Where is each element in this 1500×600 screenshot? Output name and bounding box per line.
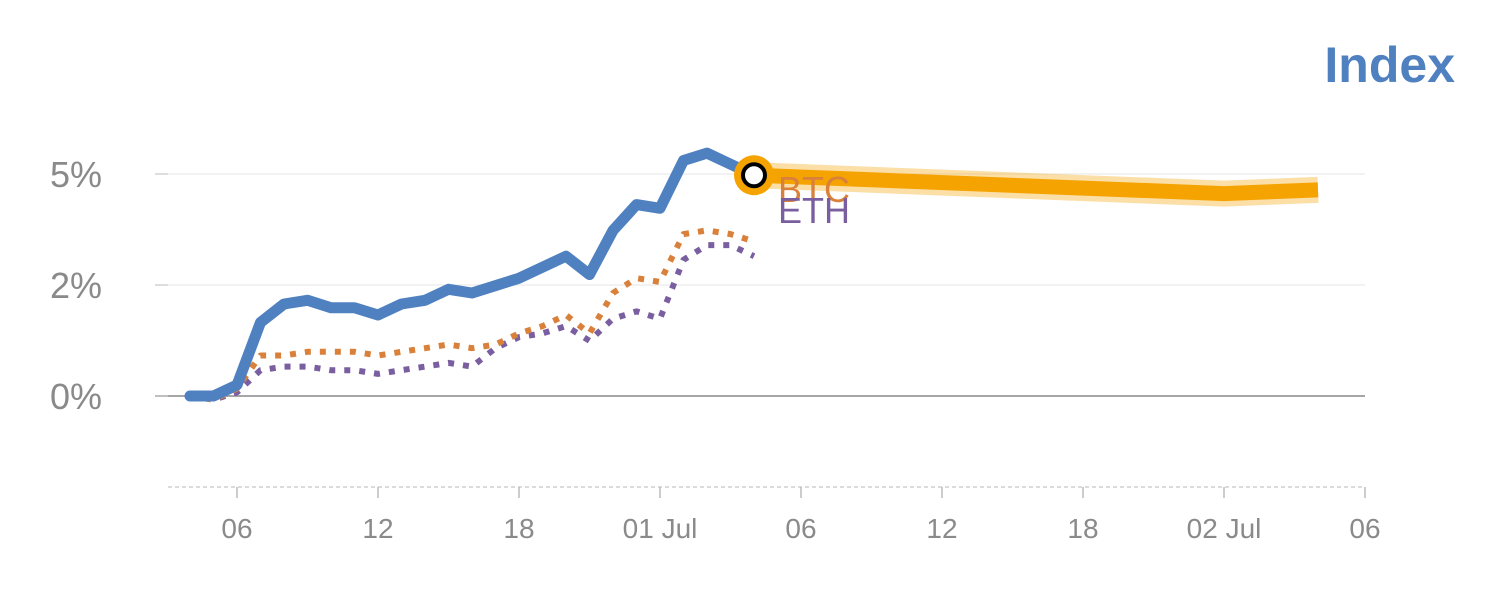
series-lines	[184, 147, 1319, 403]
endpoint-marker	[741, 162, 767, 189]
series-line-index	[184, 147, 760, 402]
chart-title: Index	[1324, 37, 1455, 93]
forecast-line	[753, 167, 1319, 202]
x-tick-label: 18	[503, 513, 534, 544]
x-tick-label: 12	[362, 513, 393, 544]
x-tick-label: 02 Jul	[1187, 513, 1262, 544]
series-label-eth: ETH	[778, 190, 850, 231]
x-tick-label: 06	[785, 513, 816, 544]
series-line-btc	[189, 227, 755, 403]
x-tick-label: 18	[1067, 513, 1098, 544]
series-line-eth	[189, 242, 756, 403]
x-tick-label: 06	[221, 513, 252, 544]
x-tick-label: 01 Jul	[623, 513, 698, 544]
x-tick-label: 06	[1349, 513, 1380, 544]
series-label-btc: BTC	[778, 169, 850, 210]
y-tick-label: 0%	[50, 376, 102, 417]
y-tick-label: 2%	[50, 265, 102, 306]
x-tick-label: 12	[926, 513, 957, 544]
y-tick-label: 5%	[50, 154, 102, 195]
y-grid	[155, 173, 1365, 397]
y-axis-labels: 5% 2% 0%	[50, 154, 102, 417]
x-axis: 06 12 18 01 Jul 06 12 18 02 Jul 06	[168, 486, 1381, 544]
